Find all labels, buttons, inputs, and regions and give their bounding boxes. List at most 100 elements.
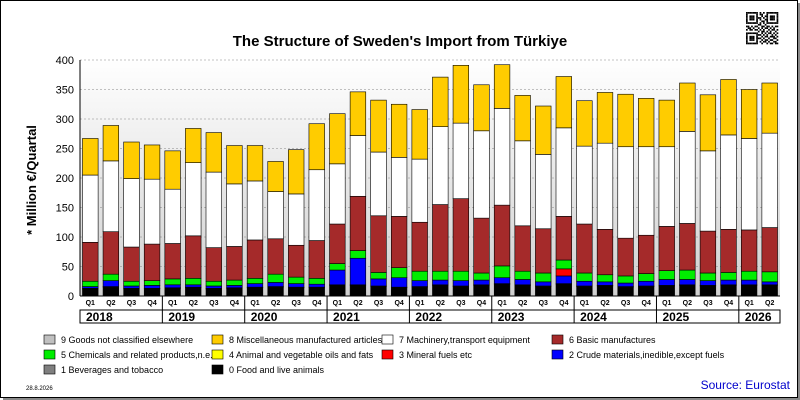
bars bbox=[82, 64, 778, 297]
qr-cell bbox=[749, 22, 752, 24]
quarter-label: Q2 bbox=[518, 300, 527, 307]
qr-cell bbox=[768, 29, 770, 31]
qr-cell bbox=[754, 22, 757, 24]
qr-cell bbox=[764, 15, 767, 18]
qr-cell bbox=[756, 15, 758, 18]
bar-segment bbox=[514, 225, 531, 272]
qr-cell bbox=[759, 37, 762, 40]
bar-segment bbox=[102, 125, 120, 162]
year-label: 2020 bbox=[251, 310, 278, 324]
bar-segment bbox=[658, 285, 675, 297]
qr-cell bbox=[774, 42, 777, 45]
bar-segment bbox=[349, 285, 367, 297]
bar-segment bbox=[761, 285, 778, 297]
quarter-label: Q2 bbox=[353, 300, 362, 307]
bar-segment bbox=[143, 243, 161, 281]
qr-cell bbox=[756, 37, 758, 40]
bar-segment bbox=[288, 149, 305, 195]
bar-segment bbox=[123, 141, 140, 179]
qr-cell bbox=[746, 39, 748, 41]
bar-segment bbox=[308, 287, 325, 297]
qr-cell bbox=[776, 35, 779, 38]
bar-segment bbox=[102, 273, 120, 281]
qr-cell bbox=[771, 42, 774, 45]
bar-segment bbox=[740, 270, 758, 281]
bar-segment bbox=[123, 246, 140, 282]
qr-cell bbox=[752, 39, 755, 41]
bar-segment bbox=[267, 238, 284, 275]
bar-segment bbox=[329, 263, 346, 271]
qr-cell bbox=[746, 17, 748, 19]
legend-label: 0 Food and live animals bbox=[229, 365, 325, 375]
qr-cell bbox=[756, 22, 758, 24]
bar-segment bbox=[576, 272, 593, 282]
y-tick-label: 50 bbox=[62, 262, 74, 274]
qr-cell bbox=[774, 25, 777, 28]
bar-segment bbox=[205, 280, 222, 287]
quarter-label: Q3 bbox=[539, 300, 548, 307]
bar-segment bbox=[349, 257, 367, 286]
bar-segment bbox=[638, 234, 655, 274]
qr-cell bbox=[769, 39, 772, 41]
quarter-label: Q3 bbox=[292, 300, 301, 307]
year-label: 2023 bbox=[498, 310, 525, 324]
bar-segment bbox=[493, 108, 511, 206]
bar-segment bbox=[246, 145, 264, 182]
bar-segment bbox=[185, 128, 202, 163]
bar-segment bbox=[699, 272, 717, 281]
quarter-label: Q2 bbox=[436, 300, 445, 307]
qr-cell bbox=[756, 18, 758, 21]
bar-segment bbox=[638, 280, 655, 287]
quarter-label: Q4 bbox=[147, 300, 156, 307]
bar-segment bbox=[452, 198, 470, 272]
bar-segment bbox=[349, 195, 367, 251]
legend: 9 Goods not classified elsewhere 8 Miscel… bbox=[43, 334, 725, 375]
qr-cell bbox=[776, 22, 779, 24]
bar-segment bbox=[617, 286, 634, 297]
qr-cell bbox=[769, 22, 772, 24]
qr-cell bbox=[752, 35, 755, 38]
bar-segment bbox=[164, 188, 181, 244]
bar-segment bbox=[432, 270, 449, 281]
qr-cell bbox=[749, 15, 752, 18]
bar-segment bbox=[246, 277, 264, 284]
bar-segment bbox=[226, 145, 243, 185]
qr-cell bbox=[751, 29, 753, 31]
qr-cell bbox=[746, 15, 748, 18]
qr-cell bbox=[766, 17, 769, 19]
qr-cell bbox=[763, 22, 765, 24]
bar-segment bbox=[329, 269, 346, 286]
qr-cell bbox=[746, 37, 748, 40]
qr-cell bbox=[759, 18, 762, 21]
qr-cell bbox=[771, 39, 774, 41]
bar-segment bbox=[658, 226, 675, 271]
legend-swatch bbox=[551, 349, 564, 360]
qr-cell bbox=[746, 34, 748, 36]
bar-segment bbox=[185, 277, 202, 286]
qr-cell bbox=[764, 39, 767, 41]
qr-cell bbox=[757, 23, 760, 26]
bar-segment bbox=[164, 284, 181, 289]
bar-segment bbox=[411, 280, 428, 287]
qr-cell bbox=[746, 20, 748, 23]
qr-cell bbox=[752, 18, 755, 21]
bar-segment bbox=[740, 229, 758, 272]
bar-segment bbox=[699, 230, 717, 274]
qr-cell bbox=[771, 12, 774, 14]
quarter-label: Q4 bbox=[559, 300, 568, 307]
y-axis-label: * Million €/Quartal bbox=[24, 125, 39, 235]
bar-segment bbox=[267, 286, 284, 297]
qr-cell bbox=[763, 40, 765, 43]
bar-segment bbox=[370, 215, 387, 273]
qr-cell bbox=[771, 22, 774, 24]
quarter-label: Q2 bbox=[106, 300, 115, 307]
bar-segment bbox=[185, 287, 202, 297]
quarter-label: Q1 bbox=[744, 300, 753, 307]
qr-cell bbox=[763, 12, 765, 14]
bar-segment bbox=[411, 221, 428, 272]
qr-cell bbox=[771, 34, 774, 36]
quarter-label: Q3 bbox=[127, 300, 136, 307]
quarter-label: Q2 bbox=[683, 300, 692, 307]
bar-segment bbox=[617, 275, 634, 284]
qr-cell bbox=[769, 32, 772, 35]
